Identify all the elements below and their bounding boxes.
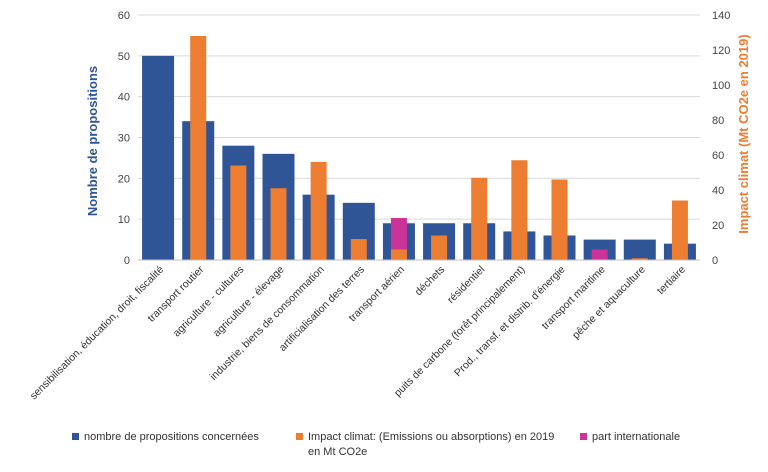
y-tick-label-right: 40 bbox=[712, 185, 724, 197]
y-axis-label-right: Impact climat (Mt CO2e en 2019) bbox=[736, 34, 751, 233]
bar-impact-climat bbox=[631, 258, 648, 260]
bar-impact-climat bbox=[190, 36, 207, 260]
bar-impact-climat bbox=[671, 200, 688, 260]
x-tick-label: agriculture - cultures bbox=[171, 264, 247, 340]
y-tick-label-right: 140 bbox=[712, 10, 730, 22]
x-tick-label: tertiaire bbox=[655, 264, 688, 297]
y-tick-label-left: 40 bbox=[118, 92, 130, 104]
y-tick-label-right: 120 bbox=[712, 45, 730, 57]
legend: nombre de propositions concernées Impact … bbox=[72, 431, 680, 458]
bar-impact-climat bbox=[471, 177, 488, 260]
legend-label: nombre de propositions concernées bbox=[84, 431, 259, 443]
y-tick-label-left: 10 bbox=[118, 214, 130, 226]
bar-propositions bbox=[623, 239, 656, 260]
bar-impact-climat bbox=[390, 249, 407, 260]
bar-impact-climat bbox=[310, 162, 327, 260]
bar-part-internationale bbox=[591, 249, 608, 260]
bar-impact-climat bbox=[230, 165, 247, 260]
legend-swatch bbox=[72, 433, 79, 440]
bar-impact-climat bbox=[270, 188, 287, 260]
bar-impact-climat bbox=[511, 160, 528, 260]
legend-label: part internationale bbox=[592, 431, 680, 443]
bar-propositions bbox=[142, 55, 175, 261]
y-tick-label-right: 100 bbox=[712, 80, 730, 92]
gridlines bbox=[138, 14, 700, 261]
axes-group: 0 10 20 30 40 50 60 0 20 40 60 80 100 120 140 sensibili… bbox=[28, 10, 731, 402]
y-tick-label-right: 20 bbox=[712, 220, 724, 232]
y-tick-label-right: 60 bbox=[712, 150, 724, 162]
legend-label-line2: en Mt CO2e bbox=[308, 446, 367, 458]
x-tick-label: sensibilisation, éducation, droit, fisca… bbox=[28, 264, 167, 403]
x-tick-label: pêche et aquaculture bbox=[570, 264, 648, 342]
x-tick-label: résidentiel bbox=[445, 264, 487, 306]
y-tick-label-left: 50 bbox=[118, 51, 130, 63]
y-axis-label-left: Nombre de propositions bbox=[85, 66, 100, 216]
y-tick-label-left: 0 bbox=[124, 255, 130, 267]
bar-impact-climat bbox=[551, 179, 568, 260]
y-tick-label-left: 30 bbox=[118, 133, 130, 145]
legend-swatch bbox=[580, 433, 587, 440]
x-tick-label: déchets bbox=[413, 264, 447, 298]
legend-swatch bbox=[296, 433, 303, 440]
y-tick-label-right: 0 bbox=[712, 255, 718, 267]
bar-impact-climat bbox=[431, 235, 448, 260]
bars-group bbox=[142, 36, 696, 261]
y-tick-label-left: 20 bbox=[118, 173, 130, 185]
bar-impact-climat bbox=[350, 239, 367, 260]
bar-part-internationale bbox=[390, 218, 407, 250]
y-tick-label-left: 60 bbox=[118, 10, 130, 22]
x-tick-label: agriculture - élevage bbox=[211, 264, 287, 340]
y-tick-label-right: 80 bbox=[712, 115, 724, 127]
legend-label: Impact climat: (Emissions ou absorptions… bbox=[308, 431, 554, 443]
